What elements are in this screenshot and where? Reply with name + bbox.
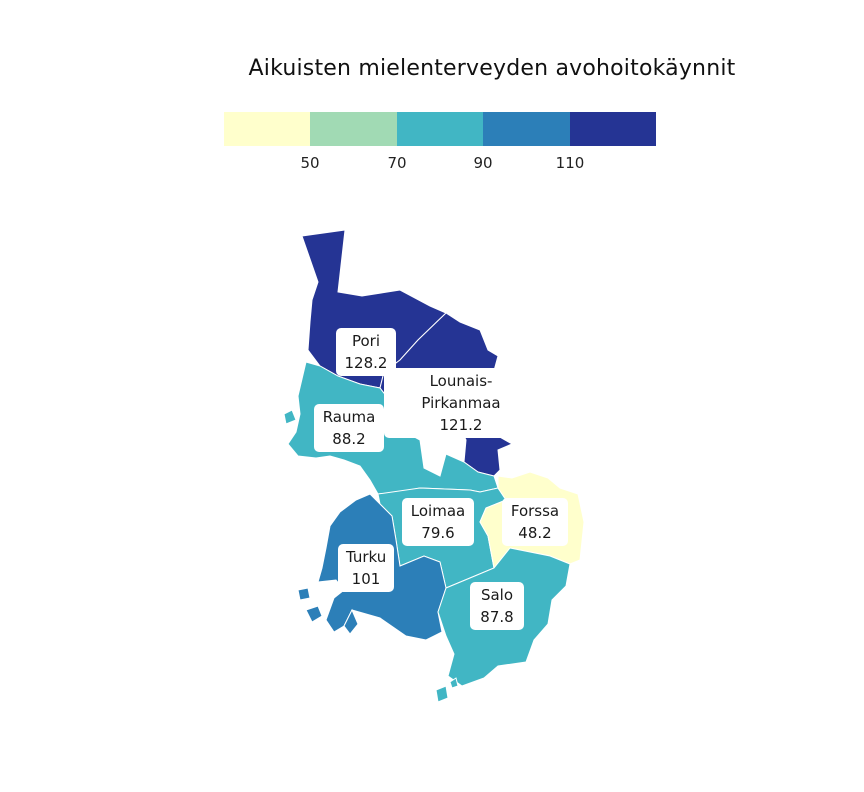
legend-tick-70: 70 <box>387 154 407 172</box>
region-turku-island-1 <box>305 605 323 623</box>
label-pori-value: 128.2 <box>344 354 388 372</box>
label-rauma-value: 88.2 <box>332 430 366 448</box>
label-lounais-pirkanmaa: Lounais-Pirkanmaa 121.2 <box>384 368 538 438</box>
region-salo-island-2 <box>449 677 459 689</box>
label-turku-name: Turku <box>346 548 387 566</box>
label-turku-value: 101 <box>351 570 381 588</box>
label-loimaa-value: 79.6 <box>421 524 455 542</box>
region-turku-island-2 <box>297 587 311 601</box>
label-turku: Turku 101 <box>338 544 394 592</box>
legend-swatch-2 <box>310 112 397 146</box>
label-forssa: Forssa 48.2 <box>502 498 568 546</box>
label-forssa-name: Forssa <box>510 502 560 520</box>
label-loimaa: Loimaa 79.6 <box>402 498 474 546</box>
legend-swatch-1 <box>224 112 311 146</box>
legend-swatch-3 <box>396 112 484 146</box>
legend-swatch-5 <box>569 112 657 146</box>
map-title: Aikuisten mielenterveyden avohoitokäynni… <box>248 56 736 81</box>
color-legend <box>224 112 657 146</box>
label-salo-name: Salo <box>480 586 514 604</box>
region-turku-island-3 <box>343 608 359 635</box>
label-pori-name: Pori <box>351 332 381 350</box>
legend-tick-110: 110 <box>555 154 585 172</box>
label-salo: Salo 87.8 <box>470 582 524 630</box>
label-lounais-pirkanmaa-value: 121.2 <box>439 416 483 434</box>
label-lounais-pirkanmaa-name: Lounais-Pirkanmaa <box>421 372 501 412</box>
legend-tick-90: 90 <box>473 154 493 172</box>
legend-tick-50: 50 <box>300 154 320 172</box>
label-salo-value: 87.8 <box>480 608 514 626</box>
label-rauma: Rauma 88.2 <box>314 404 384 452</box>
region-salo-island-1 <box>435 685 449 703</box>
region-rauma-islet <box>283 409 297 425</box>
legend-swatch-4 <box>483 112 570 146</box>
label-rauma-name: Rauma <box>322 408 376 426</box>
label-forssa-value: 48.2 <box>518 524 552 542</box>
legend-ticks: 50 70 90 110 <box>224 154 656 176</box>
label-loimaa-name: Loimaa <box>410 502 466 520</box>
